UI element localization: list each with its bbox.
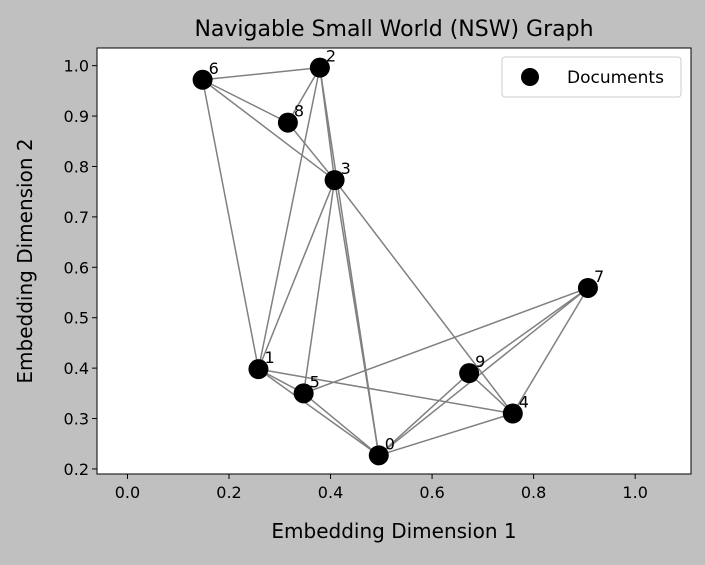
document-point [293, 383, 314, 404]
document-point [577, 277, 598, 298]
x-tick-label: 0.4 [318, 483, 343, 502]
x-tick-label: 0.6 [419, 483, 444, 502]
y-tick-label: 1.0 [64, 57, 89, 76]
document-point [192, 69, 213, 90]
y-tick-label: 0.2 [64, 460, 89, 479]
plot-area [96, 47, 692, 475]
graph-edge [303, 392, 380, 456]
graph-edge [378, 287, 589, 456]
document-point [248, 359, 269, 380]
y-tick-label: 0.3 [64, 410, 89, 429]
legend-label: Documents [567, 68, 664, 88]
y-tick-label: 0.4 [64, 359, 89, 378]
legend: Documents [501, 56, 682, 98]
document-point [309, 57, 330, 78]
y-tick-label: 0.8 [64, 157, 89, 176]
graph-edge [334, 179, 514, 414]
x-tick-label: 0.8 [521, 483, 546, 502]
document-point [277, 112, 298, 133]
graph-edge [257, 67, 321, 370]
graph-edge [202, 79, 336, 181]
document-point [368, 445, 389, 466]
point-label: 6 [209, 59, 219, 78]
graph-edge [378, 372, 470, 456]
graph-edge [468, 287, 589, 374]
x-tick-label: 0.0 [115, 483, 140, 502]
point-label: 1 [264, 348, 274, 367]
document-point [459, 363, 480, 384]
graph-edge [202, 79, 289, 124]
y-axis-label: Embedding Dimension 2 [13, 138, 37, 383]
graph-edge [201, 79, 260, 370]
point-label: 0 [385, 434, 395, 453]
legend-box [501, 56, 682, 98]
x-axis-label: Embedding Dimension 1 [271, 519, 516, 543]
x-tick-label: 0.2 [216, 483, 241, 502]
graph-edge [258, 368, 380, 456]
y-tick-label: 0.7 [64, 208, 89, 227]
document-point [324, 170, 345, 191]
point-label: 9 [475, 352, 485, 371]
point-label: 2 [326, 47, 336, 66]
graph-edge [333, 179, 380, 456]
graph-edge [303, 287, 589, 395]
graph-edge [287, 122, 336, 181]
y-tick-label: 0.9 [64, 107, 89, 126]
document-point [502, 403, 523, 424]
legend-marker [521, 68, 539, 86]
graph-edge [512, 287, 589, 414]
graph-edge [302, 179, 336, 394]
graph-edge [378, 412, 514, 457]
y-tick-label: 0.6 [64, 258, 89, 277]
point-label: 5 [310, 372, 320, 391]
point-label: 8 [294, 102, 304, 121]
x-tick-label: 1.0 [622, 483, 647, 502]
point-label: 3 [341, 159, 351, 178]
graph-edge [287, 67, 321, 123]
point-label: 4 [519, 393, 529, 412]
point-label: 7 [594, 267, 604, 286]
y-tick-label: 0.5 [64, 309, 89, 328]
graph-edge [257, 179, 336, 370]
graph-edge [202, 66, 320, 81]
graph-edge [258, 368, 513, 415]
chart-title: Navigable Small World (NSW) Graph [194, 17, 593, 42]
